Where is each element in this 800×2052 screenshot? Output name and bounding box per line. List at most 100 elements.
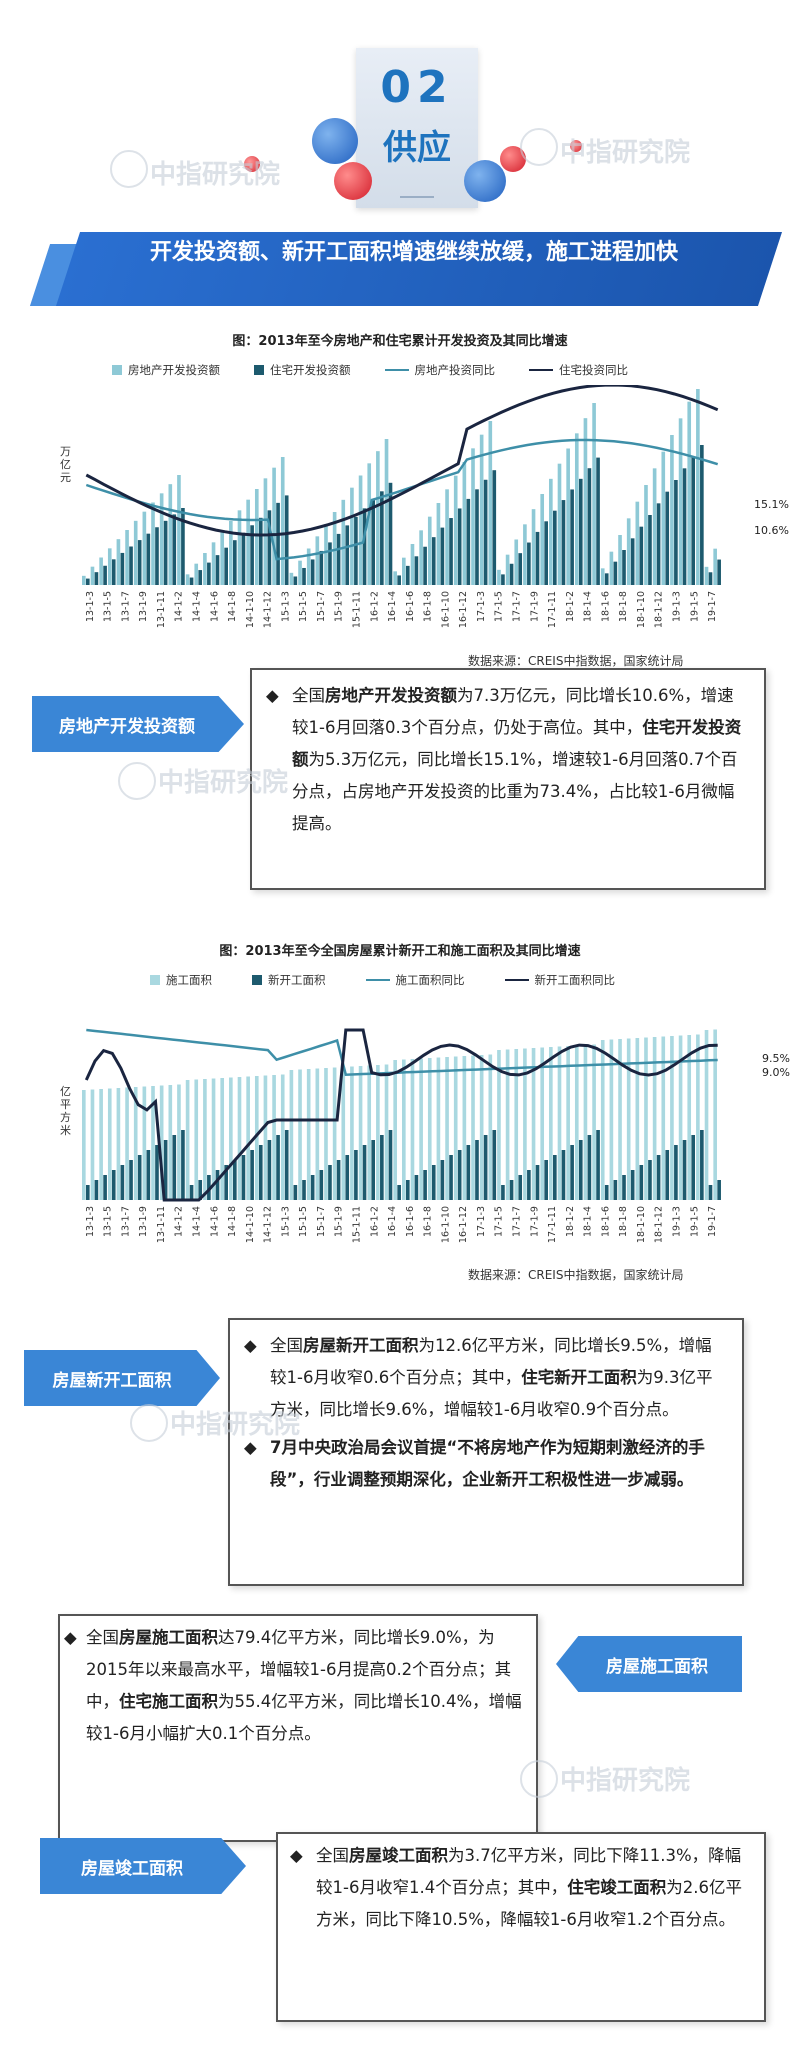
watermark: 中指研究院 — [560, 138, 691, 168]
bar — [172, 514, 177, 585]
bar — [350, 487, 354, 585]
x-tick-label: 15-1-5 — [298, 1206, 309, 1237]
bar — [457, 1150, 462, 1200]
bar — [613, 1180, 618, 1200]
bar — [94, 572, 99, 585]
bar — [151, 1086, 155, 1200]
bar — [466, 498, 471, 585]
bar — [665, 1150, 670, 1200]
bar — [194, 563, 199, 585]
x-tick-label: 13-1-9 — [138, 1206, 149, 1237]
bar — [414, 1175, 419, 1200]
bar — [445, 1057, 449, 1200]
x-tick-label: 14-1-2 — [174, 1206, 185, 1237]
bar — [211, 542, 216, 585]
legend-swatch — [254, 365, 264, 375]
bar — [250, 1150, 254, 1200]
bar — [656, 503, 661, 585]
bar — [224, 1165, 228, 1200]
bar — [215, 555, 220, 585]
watermark: 中指研究院 — [158, 768, 289, 798]
bar — [371, 1140, 376, 1200]
bar — [544, 1160, 548, 1200]
bar — [129, 1160, 133, 1200]
bar — [561, 500, 566, 585]
x-tick-label: 18-1-10 — [636, 1206, 647, 1243]
bar — [622, 550, 626, 585]
bar — [229, 521, 233, 585]
x-tick-label: 13-1-5 — [103, 1206, 114, 1237]
legend-swatch — [150, 975, 160, 985]
watermark-logo — [520, 1760, 558, 1798]
bar — [578, 478, 583, 585]
bar — [457, 508, 462, 585]
bar — [332, 512, 337, 585]
x-tick-label: 18-1-8 — [618, 1206, 629, 1237]
bar — [518, 1175, 523, 1200]
new-start-paragraph-1: ◆ 全国房屋新开工面积为12.6亿平方米，同比增长9.5%，增幅较1-6月收窄0… — [244, 1336, 713, 1419]
bar — [410, 544, 415, 585]
bar — [90, 1089, 95, 1200]
bar — [531, 509, 536, 585]
bar — [644, 485, 648, 585]
x-tick-label: 13-1-3 — [85, 591, 96, 622]
x-tick-label: 16-1-8 — [423, 591, 434, 622]
x-tick-label: 17-1-3 — [476, 1206, 487, 1237]
bar — [388, 482, 393, 585]
decor-ball — [312, 118, 358, 164]
bar — [523, 1048, 527, 1200]
watermark-logo — [130, 1404, 168, 1442]
watermark: 中指研究院 — [170, 1410, 301, 1440]
bar — [233, 1160, 237, 1200]
bar — [125, 1087, 129, 1200]
bar — [405, 565, 410, 585]
bar — [284, 495, 289, 585]
bar — [384, 1064, 389, 1200]
legend-swatch — [365, 979, 390, 981]
x-tick-label: 18-1-10 — [636, 591, 647, 628]
x-tick-label: 18-1-4 — [583, 591, 594, 622]
bar — [280, 1074, 285, 1200]
new-start-text-box: ◆ 全国房屋新开工面积为12.6亿平方米，同比增长9.5%，增幅较1-6月收窄0… — [228, 1318, 744, 1586]
bar — [120, 1165, 125, 1200]
x-tick-label: 17-1-7 — [512, 1206, 523, 1237]
bar — [449, 518, 453, 585]
bar — [367, 463, 372, 585]
bar — [670, 435, 674, 585]
x-tick-label: 14-1-8 — [227, 1206, 238, 1237]
bar — [566, 448, 570, 585]
x-tick-label: 15-1-7 — [316, 1206, 327, 1237]
bar — [665, 491, 670, 585]
x-tick-label: 15-1-3 — [280, 1206, 291, 1237]
x-tick-label: 14-1-12 — [263, 1206, 274, 1243]
bar — [172, 1135, 177, 1200]
bar — [492, 1130, 497, 1200]
bar — [302, 567, 306, 585]
bar — [704, 1030, 709, 1200]
bar — [492, 470, 497, 585]
bar — [462, 1056, 467, 1200]
x-tick-label: 16-1-4 — [387, 1206, 398, 1237]
bar — [436, 1057, 441, 1200]
bar — [237, 510, 242, 585]
bar — [319, 1170, 324, 1200]
bar — [475, 1140, 479, 1200]
x-tick-label: 17-1-9 — [529, 1206, 540, 1237]
x-tick-label: 16-1-10 — [440, 591, 451, 628]
bar — [103, 565, 107, 585]
bar — [241, 1155, 246, 1200]
investment-paragraph: ◆ 全国房地产开发投资额为7.3万亿元，同比增长10.6%，增速较1-6月回落0… — [266, 686, 742, 833]
chart1-source: 数据来源：CREIS中指数据，国家统计局 — [468, 654, 684, 668]
x-tick-label: 19-1-7 — [707, 1206, 718, 1237]
x-tick-label: 15-1-9 — [334, 1206, 345, 1237]
x-tick-label: 16-1-4 — [387, 591, 398, 622]
bar — [267, 1140, 272, 1200]
bar — [427, 1058, 432, 1200]
bar — [626, 518, 631, 585]
bar — [233, 540, 237, 585]
bar — [570, 1145, 574, 1200]
bar — [583, 418, 588, 585]
x-tick-label: 19-1-5 — [689, 591, 700, 622]
bar — [501, 1185, 505, 1200]
investment-text-box: ◆ 全国房地产开发投资额为7.3万亿元，同比增长10.6%，增速较1-6月回落0… — [250, 668, 766, 890]
